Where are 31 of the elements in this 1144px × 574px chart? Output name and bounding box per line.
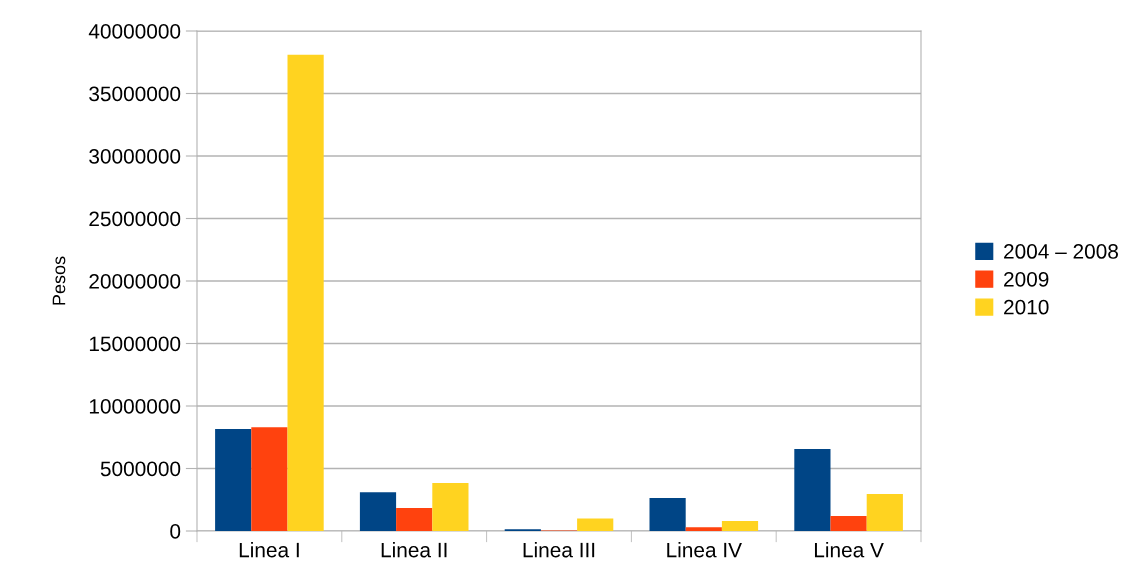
x-tick-label: Linea V [814,542,884,558]
x-tick-label: Linea IV [667,542,742,558]
y-tick-label: 20000000 [89,274,181,289]
bar [359,492,397,531]
y-tick-label: 0 [170,524,181,539]
x-tick-label: Linea III [523,542,595,558]
legend-label: 2010 [1004,299,1049,315]
bar [649,498,686,531]
bar [830,516,867,531]
bar [215,429,252,531]
bar [432,483,469,531]
bar [577,518,614,531]
bar [794,449,831,531]
legend-label: 2004 – 2008 [1004,244,1118,259]
y-tick-label: 40000000 [88,24,181,39]
y-tick-label: 5000000 [100,461,181,477]
y-tick-label: 25000000 [89,211,181,227]
bar [287,54,324,531]
y-tick-label: 15000000 [89,336,181,352]
bar [396,508,433,531]
y-tick-label: 35000000 [89,86,181,102]
bar [685,527,722,531]
x-tick-label: Linea II [381,542,447,558]
y-tick-label: 30000000 [89,149,181,164]
bar [251,427,288,531]
y-tick-label: 10000000 [89,399,181,414]
bar [866,494,903,531]
x-tick-label: Linea I [239,542,299,558]
legend-label: 2009 [1004,271,1049,287]
y-axis-title: Pesos [52,256,66,305]
bar [721,521,759,531]
